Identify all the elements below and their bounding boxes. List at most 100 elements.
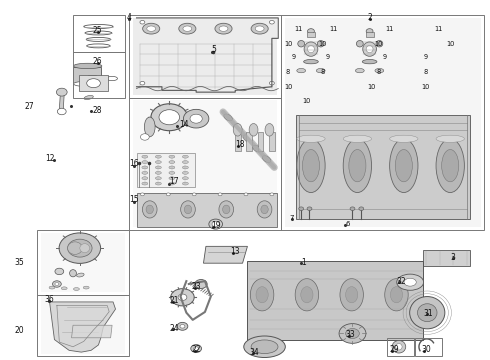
Ellipse shape	[339, 324, 366, 343]
Ellipse shape	[340, 279, 364, 311]
Ellipse shape	[155, 155, 161, 158]
Ellipse shape	[215, 23, 232, 34]
Ellipse shape	[410, 297, 445, 329]
Ellipse shape	[270, 193, 274, 196]
Ellipse shape	[234, 125, 242, 131]
Text: 11: 11	[329, 26, 337, 32]
Ellipse shape	[169, 155, 175, 158]
Ellipse shape	[178, 294, 187, 301]
Bar	[73, 67, 101, 84]
Ellipse shape	[441, 149, 459, 182]
Text: 18: 18	[235, 140, 245, 149]
Ellipse shape	[397, 274, 423, 290]
Bar	[307, 32, 315, 37]
Ellipse shape	[169, 161, 175, 163]
Ellipse shape	[263, 156, 271, 162]
Text: 15: 15	[129, 195, 138, 204]
Text: 17: 17	[170, 177, 179, 186]
Ellipse shape	[302, 149, 319, 182]
Bar	[423, 250, 470, 266]
Text: 33: 33	[345, 330, 355, 339]
Ellipse shape	[350, 207, 355, 211]
Bar	[258, 132, 264, 151]
Ellipse shape	[295, 279, 319, 311]
Ellipse shape	[349, 149, 366, 182]
Ellipse shape	[179, 23, 196, 34]
Ellipse shape	[68, 239, 92, 257]
Ellipse shape	[250, 279, 274, 311]
Bar	[296, 116, 470, 220]
Polygon shape	[203, 246, 247, 263]
Ellipse shape	[256, 287, 268, 303]
Text: 8: 8	[424, 69, 428, 75]
Ellipse shape	[390, 135, 418, 142]
Ellipse shape	[355, 68, 364, 73]
Text: 24: 24	[170, 324, 179, 333]
Text: 25: 25	[93, 26, 102, 35]
Bar	[246, 132, 252, 151]
Text: 20: 20	[14, 326, 24, 335]
Text: 36: 36	[45, 295, 54, 304]
Bar	[133, 100, 277, 227]
Ellipse shape	[233, 123, 242, 136]
Ellipse shape	[219, 201, 234, 218]
Text: 13: 13	[230, 247, 240, 256]
Ellipse shape	[299, 207, 304, 211]
Bar	[37, 296, 129, 356]
Ellipse shape	[308, 29, 315, 34]
Text: 22: 22	[192, 345, 201, 354]
Text: 8: 8	[376, 69, 381, 75]
Text: 29: 29	[389, 345, 399, 354]
Ellipse shape	[84, 95, 93, 100]
Bar	[137, 153, 195, 187]
Ellipse shape	[76, 273, 84, 277]
Text: 3: 3	[450, 253, 455, 262]
Ellipse shape	[169, 166, 175, 169]
Bar	[129, 15, 281, 98]
Ellipse shape	[84, 24, 113, 28]
Ellipse shape	[182, 177, 188, 180]
Ellipse shape	[141, 134, 149, 140]
Text: 19: 19	[211, 221, 220, 230]
Ellipse shape	[396, 343, 402, 350]
Ellipse shape	[194, 347, 198, 350]
Ellipse shape	[145, 117, 155, 137]
Text: 4: 4	[126, 13, 131, 22]
Ellipse shape	[366, 45, 373, 53]
Ellipse shape	[151, 104, 188, 131]
Ellipse shape	[297, 139, 325, 193]
Ellipse shape	[61, 287, 67, 290]
Ellipse shape	[249, 123, 258, 136]
Text: 10: 10	[284, 41, 292, 47]
Ellipse shape	[297, 68, 306, 73]
Ellipse shape	[55, 268, 64, 275]
Text: 10: 10	[446, 41, 454, 47]
Bar	[366, 32, 373, 37]
Ellipse shape	[345, 328, 359, 338]
Ellipse shape	[359, 207, 364, 211]
Ellipse shape	[304, 42, 318, 56]
Text: 34: 34	[250, 348, 260, 357]
Ellipse shape	[74, 63, 102, 69]
Ellipse shape	[391, 287, 403, 303]
Ellipse shape	[142, 177, 148, 180]
Bar	[129, 98, 281, 230]
Text: 1: 1	[301, 258, 306, 267]
Ellipse shape	[297, 135, 325, 142]
Ellipse shape	[70, 270, 76, 277]
Text: 10: 10	[421, 84, 430, 90]
Polygon shape	[72, 325, 112, 338]
Ellipse shape	[222, 205, 230, 214]
Ellipse shape	[251, 340, 278, 354]
Ellipse shape	[155, 177, 161, 180]
Text: 10: 10	[284, 84, 292, 90]
Ellipse shape	[251, 23, 268, 34]
Ellipse shape	[181, 201, 196, 218]
Ellipse shape	[140, 81, 145, 85]
Text: 9: 9	[382, 54, 386, 60]
Text: 23: 23	[191, 282, 201, 291]
Ellipse shape	[85, 31, 112, 35]
Ellipse shape	[74, 81, 102, 87]
Ellipse shape	[436, 139, 465, 193]
Ellipse shape	[52, 281, 61, 287]
